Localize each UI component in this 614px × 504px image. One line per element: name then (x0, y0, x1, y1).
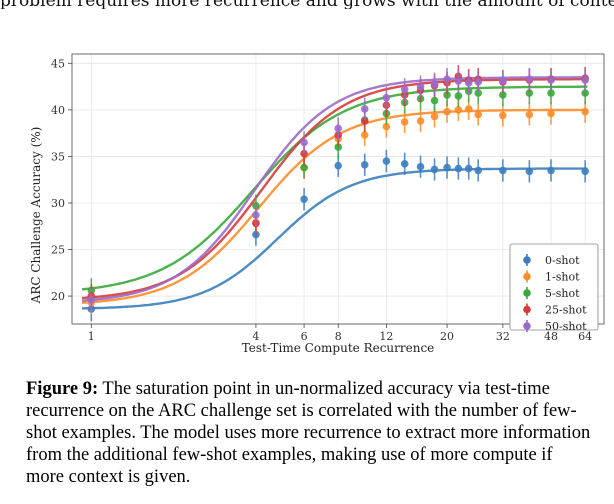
data-point (474, 166, 482, 175)
data-point (416, 162, 425, 171)
data-point (87, 295, 96, 304)
data-point (474, 78, 482, 86)
legend: 0-shot 1-shot 5-shot 25-shot 50-shot (509, 243, 599, 333)
data-point (400, 118, 409, 126)
data-point (360, 160, 369, 169)
legend-box (509, 243, 599, 331)
y-tick-label: 30 (51, 197, 65, 210)
x-tick-label: 20 (440, 330, 454, 343)
caption-text: The saturation point in un-normalized ac… (26, 379, 591, 487)
data-point (382, 93, 391, 102)
data-point (499, 91, 507, 99)
data-point (382, 157, 391, 165)
x-tick-label: 8 (335, 330, 342, 343)
data-point (360, 117, 369, 125)
data-point (252, 211, 260, 219)
x-tick-label: 32 (496, 330, 510, 343)
data-point (443, 75, 451, 83)
x-tick-label: 48 (544, 330, 558, 343)
data-point (360, 131, 369, 139)
y-axis-ticks: 20 25 30 35 40 45 (51, 57, 72, 303)
data-point (547, 166, 555, 175)
x-tick-label: 1 (88, 330, 95, 343)
data-point (525, 167, 534, 176)
x-axis-label: Test-Time Compute Recurrence (242, 341, 435, 355)
y-tick-label: 45 (51, 57, 65, 70)
data-point (547, 89, 555, 97)
data-point (474, 89, 482, 97)
data-point (443, 107, 451, 116)
data-point (525, 110, 534, 119)
data-point (334, 161, 343, 170)
data-point (525, 75, 534, 83)
data-point (400, 85, 409, 94)
data-point (334, 124, 343, 133)
data-point (525, 89, 534, 97)
data-point (334, 143, 343, 151)
previous-paragraph-text: problem requires more recurrence and gro… (0, 0, 614, 9)
data-point (360, 105, 369, 113)
data-point (547, 76, 555, 84)
y-tick-label: 20 (51, 290, 65, 303)
legend-label: 0-shot (545, 254, 580, 267)
y-axis-label: ARC Challenge Accuracy (%) (29, 127, 43, 305)
legend-marker (523, 256, 531, 264)
accuracy-chart: 20 25 30 35 40 45 1 4 6 8 12 20 32 48 64 ARC Challeng… (29, 53, 605, 355)
data-point (443, 91, 451, 99)
data-point (300, 163, 308, 172)
data-point (454, 92, 463, 100)
data-point (581, 167, 589, 176)
data-point (454, 106, 463, 114)
legend-label: 50-shot (545, 320, 587, 333)
data-point (547, 109, 555, 118)
y-tick-label: 40 (51, 104, 65, 117)
data-point (454, 77, 463, 85)
data-point (581, 107, 589, 116)
data-point (499, 166, 507, 175)
legend-marker (523, 289, 531, 297)
data-point (300, 195, 308, 204)
legend-marker (523, 305, 531, 314)
data-point (474, 110, 482, 119)
data-point (464, 79, 473, 87)
x-axis-ticks: 1 4 6 8 12 20 32 48 64 (88, 324, 592, 343)
x-tick-label: 64 (578, 330, 592, 343)
data-point (430, 96, 439, 105)
data-point (581, 89, 589, 97)
data-point (464, 164, 473, 173)
data-point (454, 164, 463, 173)
data-point (400, 160, 409, 168)
x-tick-label: 4 (252, 330, 259, 343)
data-points (87, 65, 589, 322)
legend-label: 5-shot (545, 287, 580, 300)
data-point (430, 165, 439, 174)
data-point (430, 79, 439, 88)
legend-label: 1-shot (545, 271, 580, 284)
legend-marker (523, 272, 531, 281)
legend-label: 25-shot (545, 304, 587, 317)
data-point (499, 111, 507, 120)
data-point (581, 76, 589, 84)
data-point (416, 82, 425, 91)
data-point (416, 117, 425, 125)
data-point (430, 112, 439, 121)
legend-marker (523, 322, 531, 330)
x-tick-label: 6 (301, 330, 308, 343)
y-tick-label: 35 (51, 150, 65, 163)
data-point (499, 77, 507, 85)
data-point (382, 122, 391, 131)
figure-caption: Figure 9: The saturation point in un-nor… (26, 378, 594, 488)
data-point (300, 138, 308, 147)
y-tick-label: 25 (51, 244, 65, 257)
data-point (464, 105, 473, 113)
data-point (443, 163, 451, 172)
x-tick-label: 12 (379, 330, 393, 343)
caption-label: Figure 9: (26, 379, 99, 399)
